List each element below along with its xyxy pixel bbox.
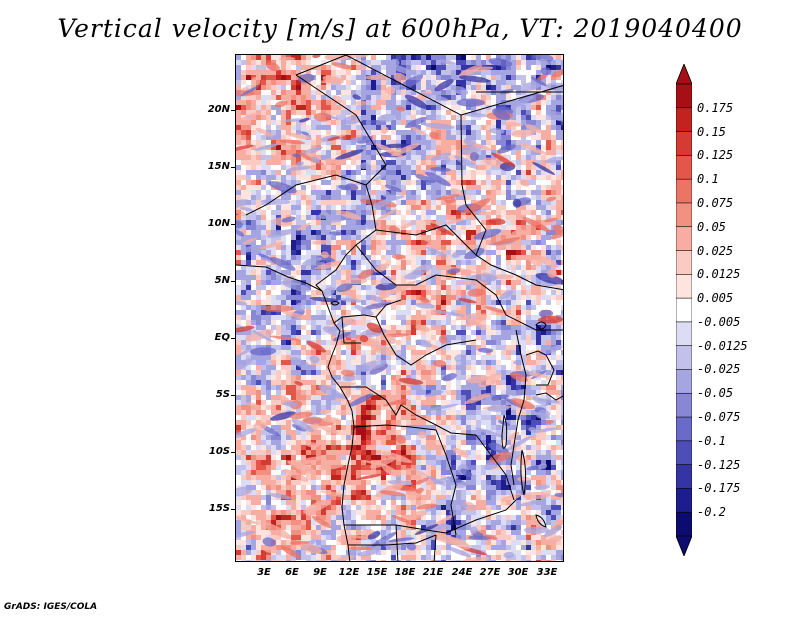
- colorbar-swatch: [675, 107, 693, 133]
- colorbar-swatch: [675, 392, 693, 418]
- lon-label-6e: 6E: [285, 567, 299, 578]
- colorbar-swatch: [675, 488, 693, 514]
- colorbar-label: 0.075: [697, 195, 734, 210]
- colorbar-swatch: [675, 83, 693, 109]
- colorbar-label: -0.0125: [697, 338, 748, 353]
- lat-tick: [231, 509, 235, 510]
- velocity-streaks: [236, 55, 563, 561]
- lon-label-30e: 30E: [507, 567, 529, 578]
- colorbar-label: -0.005: [697, 314, 741, 329]
- colorbar-label: 0.0125: [697, 267, 741, 282]
- country-boundaries: [236, 55, 563, 561]
- colorbar-label: -0.175: [697, 481, 741, 496]
- lon-label-3e: 3E: [257, 567, 271, 578]
- colorbar-swatch: [675, 345, 693, 371]
- map-canvas: [236, 55, 563, 561]
- velocity-map: [235, 54, 564, 562]
- lat-tick: [231, 338, 235, 339]
- lon-label-12e: 12E: [338, 567, 360, 578]
- colorbar-swatch: [675, 297, 693, 323]
- colorbar-swatch: [675, 369, 693, 395]
- colorbar-bottom-arrow: [675, 535, 693, 558]
- lon-label-18e: 18E: [394, 567, 416, 578]
- lat-label-eq: EQ: [214, 332, 230, 343]
- colorbar-swatch: [675, 202, 693, 228]
- colorbar: [675, 62, 693, 560]
- colorbar-label: 0.005: [697, 291, 734, 306]
- colorbar-label: 0.175: [697, 100, 734, 115]
- lon-label-33e: 33E: [536, 567, 558, 578]
- colorbar-label: -0.1: [697, 433, 726, 448]
- colorbar-swatch: [675, 511, 693, 537]
- colorbar-swatch: [675, 321, 693, 347]
- lat-tick: [231, 395, 235, 396]
- plot-title: Vertical velocity [m/s] at 600hPa, VT: 2…: [57, 14, 743, 43]
- colorbar-label: 0.025: [697, 243, 734, 258]
- lon-label-27e: 27E: [479, 567, 501, 578]
- lat-label-10s: 10S: [208, 446, 230, 457]
- colorbar-label: -0.05: [697, 386, 734, 401]
- lat-label-15s: 15S: [208, 503, 230, 514]
- lon-label-24e: 24E: [451, 567, 473, 578]
- lon-label-15e: 15E: [366, 567, 388, 578]
- lon-label-9e: 9E: [313, 567, 327, 578]
- lat-tick: [231, 167, 235, 168]
- lat-tick: [231, 281, 235, 282]
- lon-label-21e: 21E: [422, 567, 444, 578]
- colorbar-swatch: [675, 274, 693, 299]
- colorbar-label: -0.075: [697, 410, 741, 425]
- colorbar-label: 0.05: [697, 219, 726, 234]
- colorbar-top-arrow: [675, 62, 693, 85]
- colorbar-swatch: [675, 178, 693, 204]
- colorbar-label: -0.125: [697, 457, 741, 472]
- colorbar-swatches: [675, 62, 693, 558]
- colorbar-label: -0.2: [697, 505, 726, 520]
- colorbar-swatch: [675, 155, 693, 180]
- lat-label-20n: 20N: [207, 104, 230, 115]
- lat-label-15n: 15N: [207, 161, 230, 172]
- colorbar-swatch: [675, 250, 693, 276]
- colorbar-swatch: [675, 416, 693, 442]
- lat-label-5s: 5S: [215, 389, 230, 400]
- colorbar-swatch: [675, 464, 693, 490]
- lat-tick: [231, 224, 235, 225]
- colorbar-swatch: [675, 226, 693, 252]
- lat-tick: [231, 452, 235, 453]
- lat-label-5n: 5N: [214, 275, 230, 286]
- colorbar-label: 0.125: [697, 148, 734, 163]
- lat-label-10n: 10N: [207, 218, 230, 229]
- footer-credit: GrADS: IGES/COLA: [4, 602, 98, 612]
- colorbar-swatch: [675, 131, 693, 157]
- colorbar-label: -0.025: [697, 362, 741, 377]
- colorbar-swatch: [675, 440, 693, 466]
- colorbar-label: 0.1: [697, 172, 719, 187]
- colorbar-label: 0.15: [697, 124, 726, 139]
- lat-tick: [231, 110, 235, 111]
